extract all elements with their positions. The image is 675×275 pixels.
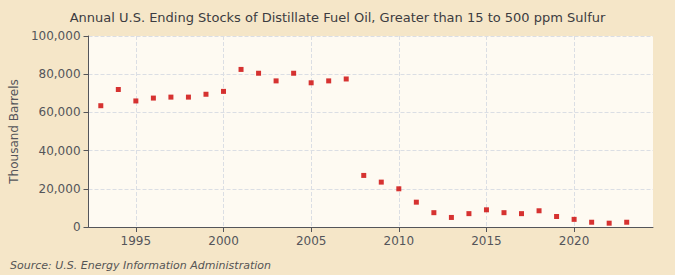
svg-text:2005: 2005 (296, 234, 327, 248)
svg-text:Annual U.S. Ending Stocks of D: Annual U.S. Ending Stocks of Distillate … (70, 10, 606, 25)
svg-text:1995: 1995 (121, 234, 152, 248)
svg-text:20,000: 20,000 (39, 182, 81, 196)
svg-text:Source: U.S. Energy Informatio: Source: U.S. Energy Information Administ… (10, 259, 271, 272)
svg-text:Thousand Barrels: Thousand Barrels (7, 79, 21, 184)
svg-text:2015: 2015 (471, 234, 502, 248)
svg-text:60,000: 60,000 (39, 105, 81, 119)
svg-text:2000: 2000 (208, 234, 239, 248)
svg-text:100,000: 100,000 (31, 29, 81, 43)
svg-text:0: 0 (73, 220, 81, 234)
svg-text:2020: 2020 (559, 234, 590, 248)
svg-text:80,000: 80,000 (39, 67, 81, 81)
svg-text:2010: 2010 (384, 234, 415, 248)
svg-text:40,000: 40,000 (39, 144, 81, 158)
